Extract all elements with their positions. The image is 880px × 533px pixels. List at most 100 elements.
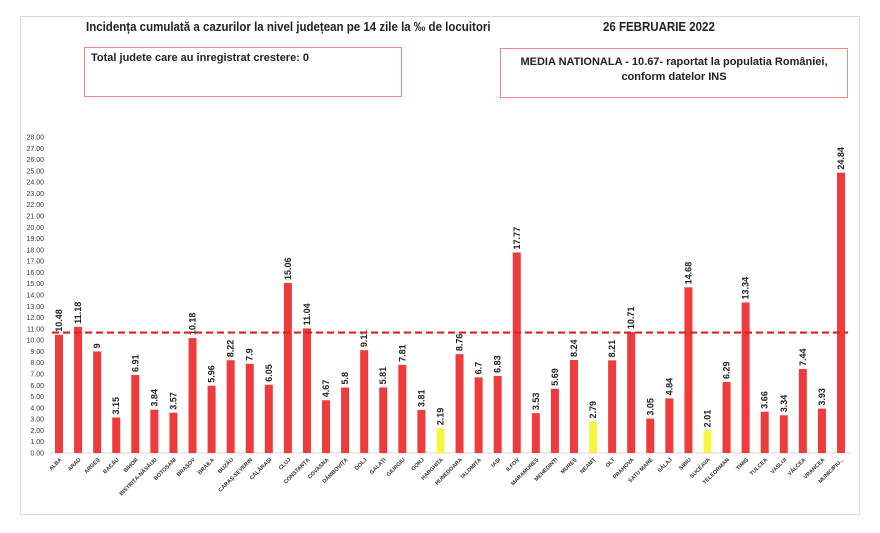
y-tick-label: 14.00 [26,293,44,300]
y-tick-label: 27.00 [26,146,44,153]
bar [207,385,216,453]
y-tick-label: 4.00 [30,405,44,412]
bar [455,354,464,453]
y-tick-label: 1.00 [30,439,44,446]
bar [798,369,807,453]
data-label: 3.57 [168,392,178,410]
x-tick-label: IALOMIȚA [460,457,483,480]
national-average-text: MEDIA NATIONALA - 10.67- raportat la pop… [520,56,828,68]
data-label: 3.15 [111,397,121,415]
bar [627,332,636,453]
data-label: 3.53 [531,393,541,411]
x-tick-label: GIURGIU [386,457,407,478]
y-tick-label: 0.00 [30,451,44,458]
bar [74,326,83,453]
bar [264,384,273,453]
x-tick-label: TIMIȘ [735,457,750,472]
y-tick-label: 7.00 [30,372,44,379]
national-average-box: MEDIA NATIONALA - 10.67- raportat la pop… [500,48,848,98]
x-tick-label: SĂLAJ [656,456,674,474]
data-label: 6.05 [264,364,274,382]
chart-date: 26 FEBRUARIE 2022 [603,20,715,34]
x-tick-label: BRĂILA [196,456,216,476]
x-tick-label: VASLUI [770,457,789,476]
y-tick-label: 3.00 [30,417,44,424]
total-counties-text: Total judete care au inregistrat crester… [91,52,310,64]
bar [512,252,521,453]
data-label: 4.67 [321,380,331,398]
national-average-source: conform datelor INS [621,71,727,83]
bar [55,334,63,453]
y-tick-label: 22.00 [26,202,44,209]
data-label: 5.81 [378,367,388,385]
data-label: 24.84 [836,147,846,170]
y-tick-label: 9.00 [30,349,44,356]
y-tick-label: 23.00 [26,191,44,198]
y-tick-label: 13.00 [26,304,44,311]
x-tick-label: BUZĂU [217,456,236,475]
y-tick-label: 12.00 [26,315,44,322]
y-tick-label: 10.00 [26,338,44,345]
x-tick-label: ALBA [48,457,63,472]
bar [722,382,731,453]
x-tick-label: BRAȘOV [176,457,197,478]
y-tick-label: 20.00 [26,225,44,232]
data-label: 7.9 [245,348,255,361]
x-tick-label: CARAȘ-SEVERIN [218,457,254,493]
data-label: 11.04 [302,303,312,325]
y-tick-label: 2.00 [30,428,44,435]
bar [93,351,102,453]
data-label: 5.69 [550,368,560,386]
data-label: 6.7 [474,362,484,375]
data-label: 8.22 [226,340,236,358]
bar [493,375,502,453]
y-tick-label: 24.00 [26,180,44,187]
data-label: 11.18 [73,302,83,324]
bar [684,287,693,453]
chart-frame [20,16,860,515]
bar [589,421,598,453]
x-tick-label: ARGEȘ [83,457,101,475]
bar [417,410,426,453]
bar [188,338,197,453]
bar [550,388,559,453]
bar [569,360,578,453]
y-tick-label: 18.00 [26,247,44,254]
x-tick-label: GORJ [411,457,426,472]
data-label: 3.34 [779,395,789,413]
bar [283,283,292,453]
y-tick-label: 17.00 [26,259,44,266]
bar [665,398,674,453]
bar [398,364,407,453]
bar [837,172,845,454]
y-tick-label: 8.00 [30,360,44,367]
bar [302,328,311,453]
x-tick-label: MUREȘ [560,457,579,476]
data-label: 14.68 [683,262,693,285]
data-label: 8.21 [607,340,617,358]
bar [760,411,769,453]
bar [474,377,483,453]
x-tick-label: OLT [605,457,617,469]
data-label: 3.81 [416,389,426,407]
bar [817,408,826,453]
bar [703,430,712,453]
data-label: 7.81 [397,344,407,362]
bar [131,375,140,453]
data-label: 7.44 [798,349,808,367]
bar [112,417,121,453]
bar [245,363,254,453]
y-tick-label: 6.00 [30,383,44,390]
data-label: 4.84 [664,378,674,396]
x-tick-label: ARAD [67,457,82,472]
y-tick-label: 19.00 [26,236,44,243]
data-label: 6.83 [493,355,503,373]
bar [646,418,655,453]
bar [169,412,178,453]
data-label: 3.93 [817,388,827,406]
y-tick-label: 25.00 [26,168,44,175]
data-label: 5.96 [207,365,217,383]
x-tick-label: BACĂU [102,456,121,475]
x-tick-label: CLUJ [278,457,292,471]
